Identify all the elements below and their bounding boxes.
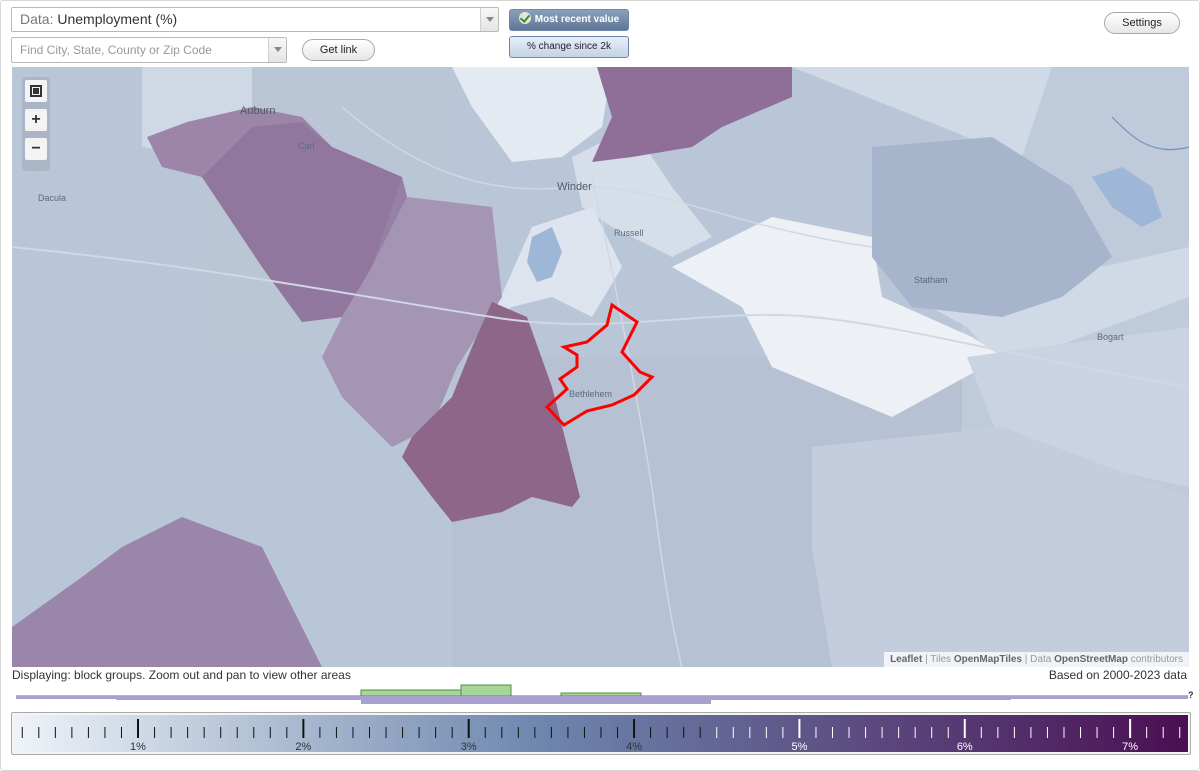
region-light — [452, 67, 612, 162]
percent-change-toggle[interactable]: % change since 2k — [509, 36, 629, 58]
choropleth-map[interactable]: Auburn Carl Dacula Winder Russell Statha… — [12, 67, 1189, 667]
contributors-text: contributors — [1130, 654, 1183, 665]
histogram-bar — [711, 696, 1011, 700]
openmaptiles-link[interactable]: OpenMapTiles — [953, 654, 1022, 665]
region-purple — [202, 122, 407, 322]
place-label: Russell — [614, 228, 644, 238]
data-range-info: Based on 2000-2023 data — [1048, 668, 1187, 682]
data-select-value: Unemployment (%) — [57, 11, 178, 27]
histogram-bar — [360, 689, 462, 697]
zoom-control: + − — [22, 77, 50, 171]
histogram-bar — [560, 692, 642, 697]
legend-label: 4% — [626, 741, 642, 753]
region-purple — [12, 517, 322, 667]
legend-label: 2% — [295, 741, 311, 753]
region-light — [812, 427, 1189, 667]
location-search[interactable] — [11, 37, 287, 63]
chevron-down-icon[interactable] — [268, 38, 286, 62]
settings-button[interactable]: Settings — [1104, 12, 1180, 34]
check-icon — [518, 12, 531, 24]
place-label: Auburn — [240, 105, 276, 117]
data-select[interactable]: Data: Unemployment (%) — [11, 7, 499, 32]
zoom-out-icon[interactable]: − — [25, 138, 47, 160]
region-lightest — [672, 217, 1002, 417]
region-purple — [592, 67, 792, 162]
place-label: Bogart — [1097, 332, 1124, 342]
location-search-input[interactable] — [12, 38, 262, 62]
data-prefix: Data — [1030, 654, 1052, 665]
get-link-button[interactable]: Get link — [302, 39, 375, 61]
region-purple-light — [322, 197, 502, 447]
legend-label: 6% — [957, 741, 973, 753]
place-label: Winder — [557, 181, 592, 193]
leaflet-link[interactable]: Leaflet — [890, 654, 923, 665]
water-body — [527, 227, 562, 282]
histogram-bar — [361, 696, 711, 704]
river — [1111, 116, 1189, 151]
place-label: Carl — [298, 141, 315, 151]
map-attribution: Leaflet | Tiles OpenMapTiles | Data Open… — [884, 652, 1189, 667]
help-icon[interactable]: ? — [1188, 690, 1194, 700]
most-recent-value-toggle[interactable]: Most recent value — [509, 9, 629, 31]
road — [12, 246, 1189, 388]
histogram-bar — [460, 684, 512, 697]
legend-label: 7% — [1122, 741, 1138, 753]
tiles-prefix: Tiles — [930, 654, 952, 665]
display-info: Displaying: block groups. Zoom out and p… — [12, 668, 351, 682]
region-blue — [872, 137, 1112, 317]
place-label: Bethlehem — [569, 389, 613, 399]
road — [341, 106, 873, 248]
road — [591, 176, 683, 667]
region-magenta — [402, 302, 580, 522]
legend-label: 1% — [130, 741, 146, 753]
data-select-prefix: Data: — [20, 11, 54, 27]
place-label: Statham — [914, 275, 948, 285]
fullscreen-icon[interactable] — [25, 80, 47, 102]
selected-area-outline[interactable] — [544, 302, 655, 427]
legend-label: 3% — [461, 741, 477, 753]
zoom-in-icon[interactable]: + — [25, 109, 47, 131]
color-scale-bar: 1% 2% 3% 4% 5% 6% 7% — [14, 715, 1188, 753]
color-scale-legend: 1% 2% 3% 4% 5% 6% 7% — [11, 712, 1191, 755]
distribution-histogram — [16, 684, 1188, 704]
most-recent-value-label: Most recent value — [534, 14, 620, 25]
map-canvas — [12, 67, 1189, 667]
openstreetmap-link[interactable]: OpenStreetMap — [1054, 654, 1128, 665]
water-body — [1092, 167, 1162, 227]
histogram-bar — [116, 696, 361, 700]
place-label: Dacula — [38, 193, 67, 203]
legend-label: 5% — [791, 741, 807, 753]
chevron-down-icon[interactable] — [480, 8, 498, 31]
